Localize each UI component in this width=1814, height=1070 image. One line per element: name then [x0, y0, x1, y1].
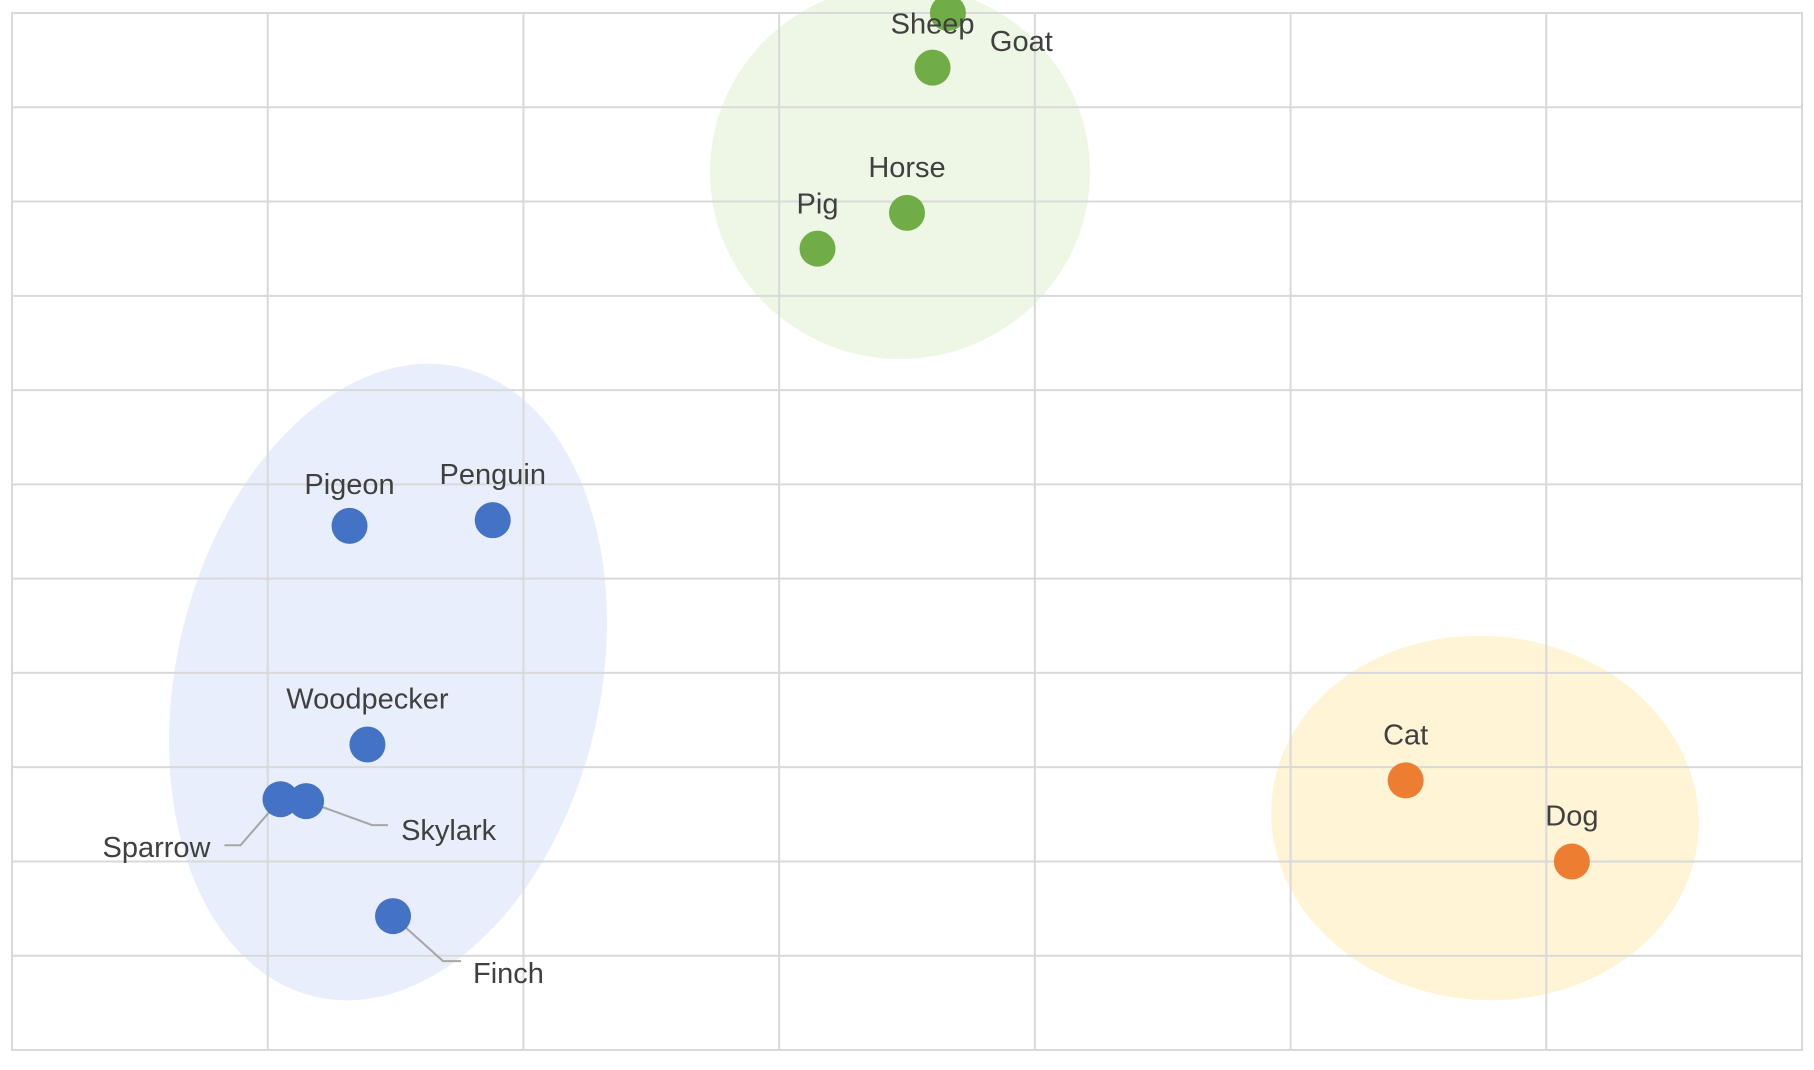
label-pigeon: Pigeon: [304, 469, 394, 501]
point-sheep[interactable]: [914, 49, 951, 86]
leader-line-sparrow: [224, 798, 282, 847]
point-horse[interactable]: [889, 194, 925, 231]
data-labels: Pigeon Penguin Woodpecker Sparrow Skylark Fin…: [103, 9, 1599, 990]
point-woodpecker[interactable]: [349, 726, 386, 763]
label-sparrow: Sparrow: [103, 832, 212, 864]
data-points: [262, 0, 1590, 935]
cluster-1-region: [169, 363, 607, 1001]
label-horse: Horse: [868, 152, 945, 184]
point-cat[interactable]: [1387, 762, 1424, 799]
leader-line-finch: [392, 915, 462, 963]
cluster-2-region: [710, 0, 1090, 359]
label-woodpecker: Woodpecker: [286, 684, 449, 716]
leader-line-skylark: [305, 800, 389, 827]
label-skylark: Skylark: [401, 815, 497, 847]
label-goat: Goat: [990, 26, 1053, 58]
label-pig: Pig: [797, 189, 839, 221]
point-penguin[interactable]: [474, 502, 511, 539]
point-finch[interactable]: [375, 898, 412, 935]
label-penguin: Penguin: [440, 459, 546, 491]
plot-frame: [11, 12, 1803, 1051]
point-skylark[interactable]: [288, 783, 325, 820]
point-sparrow[interactable]: [262, 781, 299, 818]
label-dog: Dog: [1545, 800, 1598, 832]
point-goat[interactable]: [929, 0, 966, 31]
point-dog[interactable]: [1553, 843, 1590, 880]
point-pig[interactable]: [799, 230, 836, 267]
gridlines: [11, 12, 1803, 1051]
point-pigeon[interactable]: [331, 507, 368, 544]
leader-lines: [224, 798, 462, 963]
label-finch: Finch: [473, 958, 544, 990]
label-sheep: Sheep: [891, 9, 975, 41]
label-cat: Cat: [1383, 719, 1428, 751]
cluster-3-region: [1271, 635, 1699, 1001]
